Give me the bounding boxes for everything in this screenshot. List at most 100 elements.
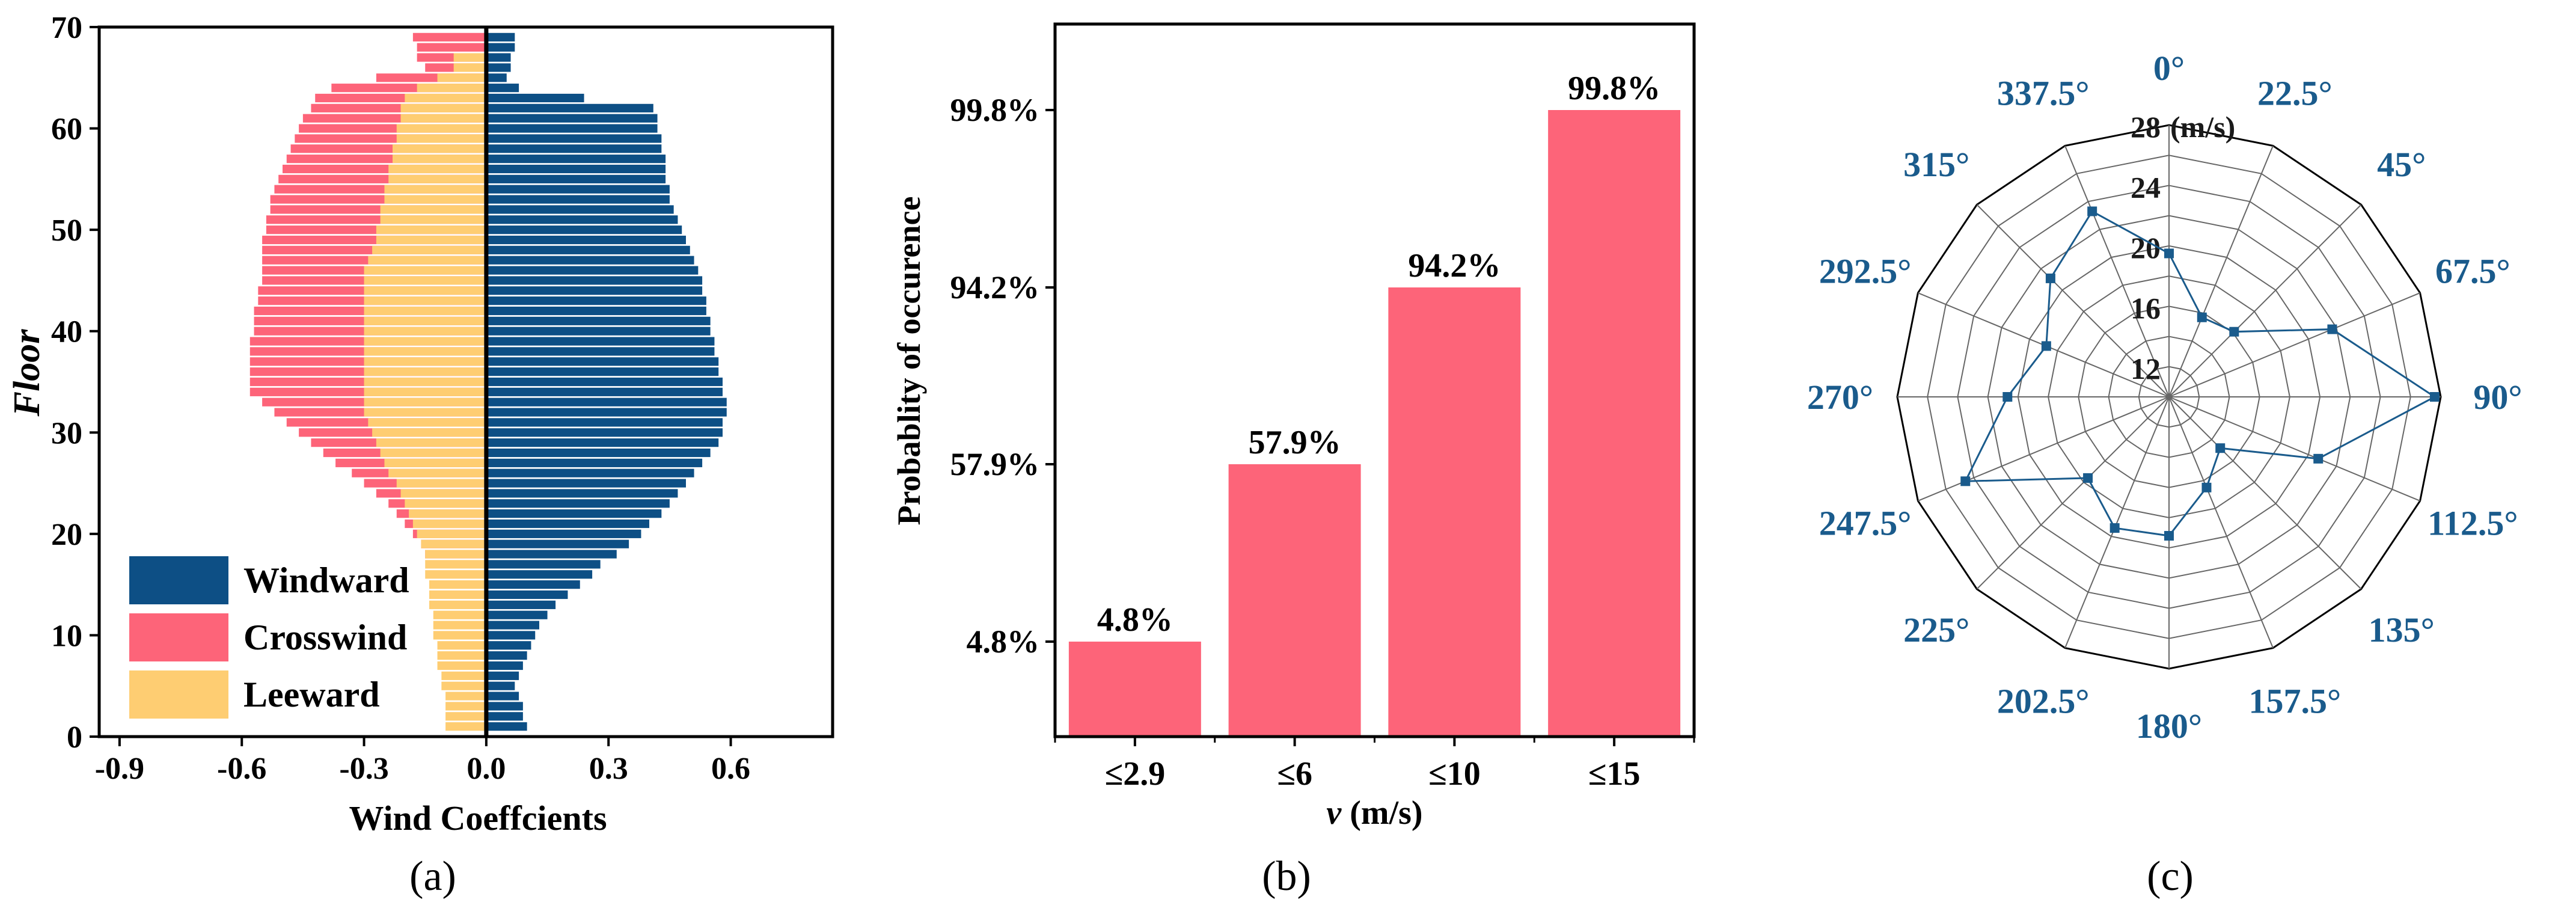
- angle-label: 180°: [2136, 707, 2202, 746]
- bar-leeward-floor-59: [396, 134, 486, 143]
- bar-windward-floor-16: [486, 570, 593, 579]
- data-point-202.5: [2109, 523, 2120, 533]
- radial-tick-label: 16: [2131, 291, 2161, 325]
- bar-windward-floor-23: [486, 499, 670, 508]
- legend-swatch-windward: [129, 556, 228, 604]
- bar-leeward-floor-52: [380, 205, 486, 214]
- bar-leeward-floor-34: [364, 387, 486, 396]
- bar-windward-floor-21: [486, 519, 649, 529]
- legend-label-crosswind: Crosswind: [243, 618, 407, 657]
- bar-leeward-floor-67: [453, 53, 486, 62]
- data-point-225: [2083, 473, 2093, 483]
- bar-leeward-floor-9: [437, 641, 486, 650]
- y-axis-title-b: Probablity of occurence: [891, 197, 927, 526]
- data-point-247.5: [1960, 476, 1971, 486]
- bar-windward-floor-27: [486, 458, 703, 467]
- angle-label: 247.5°: [1819, 503, 1912, 542]
- bar-windward-floor-18: [486, 550, 617, 559]
- bar-leeward-floor-30: [372, 428, 486, 437]
- bar-leeward-floor-18: [425, 550, 486, 559]
- bar-windward-floor-53: [486, 195, 670, 204]
- bar-leeward-floor-29: [376, 438, 486, 447]
- bar-leeward-floor-10: [433, 631, 486, 640]
- data-point-180: [2164, 531, 2174, 541]
- panel-a-chart: -0.9 -0.6 -0.3 0.0 0.3 0.6 0 10 20 30 40 50 60 70 Wind…: [7, 11, 834, 900]
- bar-crosswind-floor-68: [417, 43, 486, 52]
- y-tick-label-a: 60: [51, 112, 82, 147]
- x-tick-label-a: 0.0: [467, 752, 506, 786]
- bar-windward-floor-20: [486, 529, 641, 538]
- bar-windward-floor-47: [486, 256, 694, 265]
- bar-windward-floor-41: [486, 316, 711, 325]
- bar-leeward-floor-6: [441, 671, 486, 680]
- bar-leeward-floor-55: [388, 174, 486, 183]
- bar-leeward-floor-56: [388, 164, 486, 174]
- angle-label: 67.5°: [2435, 252, 2510, 291]
- radial-tick-label: 28: [2131, 110, 2161, 144]
- bar-leeward-floor-12: [433, 610, 486, 619]
- data-point-112.5: [2313, 453, 2324, 464]
- bar-windward-floor-68: [486, 43, 515, 52]
- data-point-157.5: [2201, 482, 2212, 492]
- angle-label: 202.5°: [1997, 681, 2090, 720]
- bar-windward-floor-43: [486, 296, 706, 305]
- bar-0: [1068, 642, 1201, 737]
- bar-windward-floor-59: [486, 134, 662, 143]
- bar-windward-floor-28: [486, 448, 711, 458]
- bar-leeward-floor-24: [400, 489, 486, 498]
- bar-windward-floor-54: [486, 185, 670, 194]
- bar-windward-floor-6: [486, 671, 519, 680]
- bar-leeward-floor-21: [412, 519, 486, 529]
- bar-windward-floor-57: [486, 155, 666, 164]
- bar-windward-floor-7: [486, 661, 523, 670]
- bar-windward-floor-36: [486, 367, 719, 376]
- bar-leeward-floor-15: [429, 580, 486, 589]
- bar-windward-floor-42: [486, 306, 706, 316]
- bar-windward-floor-61: [486, 114, 658, 123]
- bar-leeward-floor-11: [433, 621, 486, 630]
- grid-spoke: [1918, 396, 2170, 502]
- data-point-90: [2429, 392, 2440, 402]
- angle-label: 22.5°: [2257, 74, 2333, 113]
- angle-label: 0°: [2153, 49, 2185, 88]
- data-point-22.5: [2197, 312, 2207, 322]
- data-label-1: 57.9%: [1249, 424, 1341, 461]
- bar-windward-floor-67: [486, 53, 511, 62]
- bar-windward-floor-60: [486, 124, 658, 133]
- bar-leeward-floor-58: [393, 144, 486, 153]
- bar-leeward-floor-43: [364, 296, 486, 305]
- legend-swatch-leeward: [129, 670, 228, 719]
- panel-label-b: (b): [1262, 853, 1311, 900]
- bar-leeward-floor-4: [445, 692, 486, 701]
- bar-1: [1228, 464, 1361, 737]
- bar-windward-floor-29: [486, 438, 719, 447]
- bar-leeward-floor-62: [400, 103, 486, 112]
- angle-label: 45°: [2377, 145, 2426, 184]
- bar-leeward-floor-57: [393, 155, 486, 164]
- bar-windward-floor-69: [486, 32, 515, 41]
- bar-windward-floor-10: [486, 631, 536, 640]
- bar-leeward-floor-50: [376, 225, 486, 235]
- grid-spoke: [2168, 204, 2362, 397]
- bar-windward-floor-17: [486, 560, 601, 569]
- bar-windward-floor-8: [486, 651, 527, 660]
- bar-leeward-floor-44: [364, 286, 486, 295]
- bar-windward-floor-12: [486, 610, 548, 619]
- bar-leeward-floor-28: [380, 448, 486, 458]
- bar-windward-floor-19: [486, 539, 629, 548]
- bar-leeward-floor-25: [396, 479, 486, 488]
- data-label-2: 94.2%: [1408, 247, 1501, 284]
- bar-windward-floor-14: [486, 590, 568, 600]
- plot-frame-b: [1053, 22, 1696, 738]
- bar-windward-floor-44: [486, 286, 703, 295]
- bar-windward-floor-25: [486, 479, 686, 488]
- bar-leeward-floor-23: [405, 499, 486, 508]
- x-tick-label-a: -0.9: [95, 752, 144, 786]
- bar-windward-floor-39: [486, 337, 715, 346]
- x-axis-title-a: Wind Coeffcients: [349, 799, 607, 838]
- bar-leeward-floor-14: [429, 590, 486, 600]
- y-tick-label-b: 57.9%: [950, 446, 1040, 482]
- bar-leeward-floor-39: [364, 337, 486, 346]
- bar-leeward-floor-49: [376, 235, 486, 245]
